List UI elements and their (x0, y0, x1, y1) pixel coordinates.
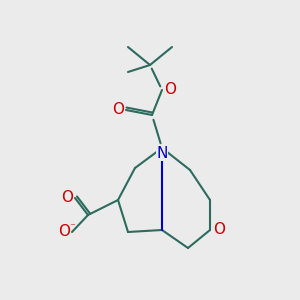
Text: O: O (61, 190, 73, 206)
Text: O: O (213, 223, 225, 238)
Text: O: O (164, 82, 176, 98)
Text: ⁻: ⁻ (69, 222, 75, 232)
Text: O: O (58, 224, 70, 239)
Text: O: O (112, 103, 124, 118)
Text: N: N (156, 146, 168, 160)
